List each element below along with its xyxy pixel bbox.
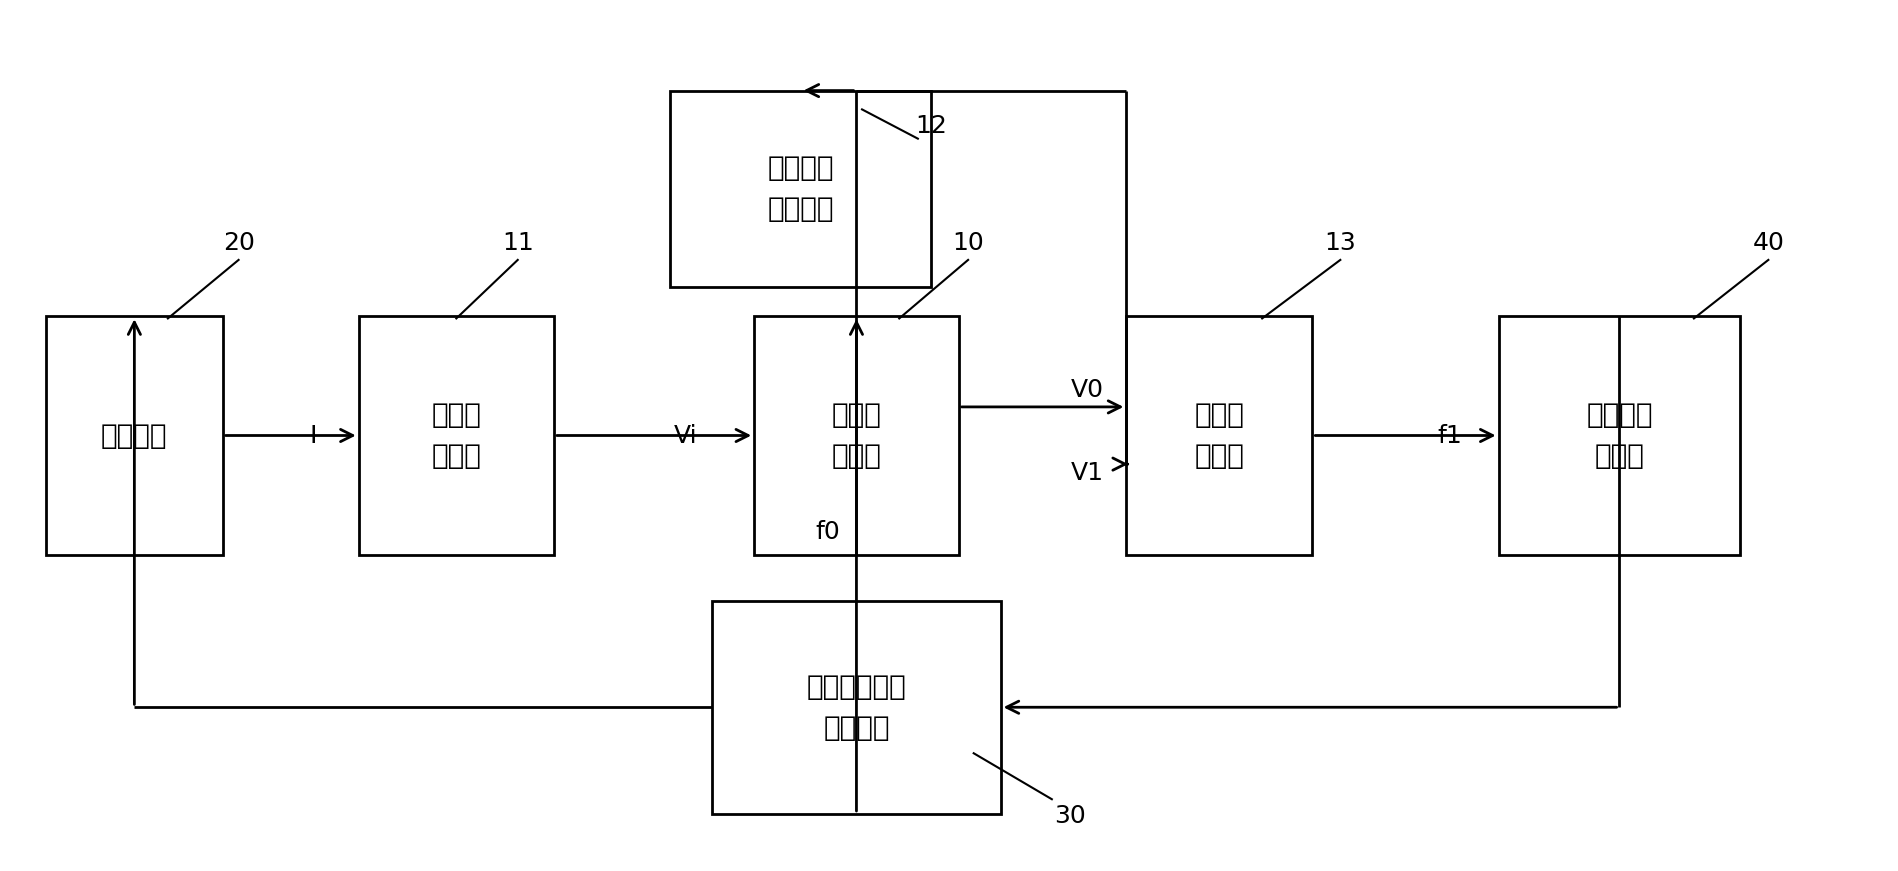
Bar [1498, 316, 1739, 555]
Text: 电压采
样模块: 电压采 样模块 [431, 401, 480, 470]
Bar [712, 601, 1000, 814]
Text: 40: 40 [1752, 231, 1784, 255]
Bar [359, 316, 554, 555]
Text: 差分放
大模块: 差分放 大模块 [1194, 401, 1243, 470]
Text: 压控晶体
振荡器: 压控晶体 振荡器 [1585, 401, 1651, 470]
Bar [46, 316, 222, 555]
Text: 同步鉴
相模块: 同步鉴 相模块 [831, 401, 881, 470]
Text: V1: V1 [1070, 461, 1103, 485]
Text: Vi: Vi [674, 423, 697, 448]
Text: 13: 13 [1323, 231, 1355, 255]
Text: 11: 11 [501, 231, 533, 255]
Bar [1126, 316, 1312, 555]
Text: 20: 20 [222, 231, 254, 255]
Bar [670, 91, 930, 287]
Text: I: I [309, 423, 317, 448]
Text: 10: 10 [951, 231, 983, 255]
Text: 30: 30 [1053, 804, 1086, 828]
Text: 光检信号
反馈模块: 光检信号 反馈模块 [767, 154, 833, 224]
Text: f1: f1 [1437, 423, 1461, 448]
Text: f0: f0 [814, 520, 839, 544]
Bar [754, 316, 958, 555]
Text: V0: V0 [1070, 377, 1103, 402]
Text: 微波探询信号
产生模块: 微波探询信号 产生模块 [807, 672, 905, 742]
Text: 12: 12 [915, 114, 947, 138]
Text: 物理系统: 物理系统 [101, 422, 167, 449]
